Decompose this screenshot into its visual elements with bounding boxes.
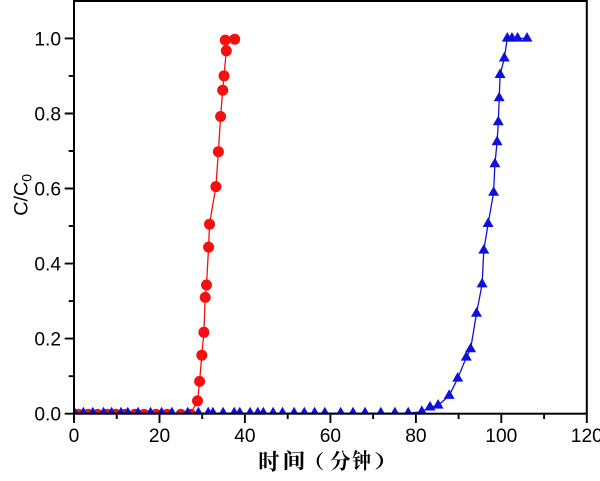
svg-text:0.2: 0.2 xyxy=(34,330,61,351)
svg-text:0.0: 0.0 xyxy=(34,405,61,426)
svg-text:0.4: 0.4 xyxy=(34,255,61,276)
svg-text:1.0: 1.0 xyxy=(34,29,61,50)
svg-text:80: 80 xyxy=(405,426,426,447)
svg-text:100: 100 xyxy=(485,426,517,447)
svg-text:60: 60 xyxy=(320,426,341,447)
svg-text:20: 20 xyxy=(149,426,170,447)
svg-text:C/C0: C/C0 xyxy=(11,174,35,216)
svg-text:0: 0 xyxy=(69,426,80,447)
svg-text:0.6: 0.6 xyxy=(34,179,61,200)
svg-text:0.8: 0.8 xyxy=(34,104,61,125)
svg-text:120: 120 xyxy=(571,426,600,447)
svg-text:40: 40 xyxy=(234,426,255,447)
